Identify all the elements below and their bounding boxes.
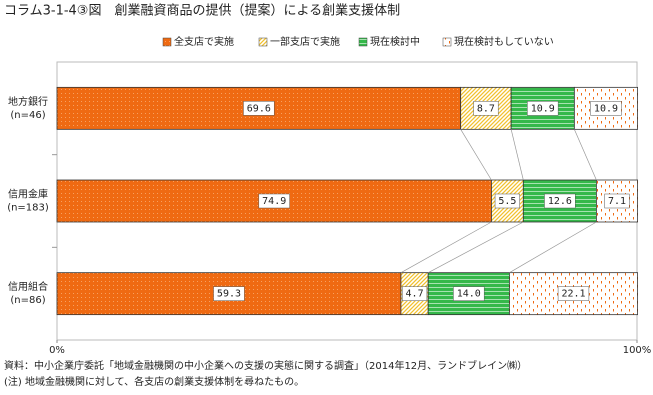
data-label: 7.1 — [608, 196, 626, 207]
data-label: 14.0 — [457, 289, 481, 300]
connector — [428, 221, 524, 273]
y-tick-label: 信用組合(n=86) — [8, 280, 48, 306]
label-box — [473, 101, 499, 116]
chart-title: コラム3-1-4③図 創業融資商品の提供（提案）による創業支援体制 — [4, 3, 400, 19]
y-tick-label: 信用金庫(n=183) — [7, 188, 49, 214]
data-label: 10.9 — [594, 103, 618, 114]
label-box — [402, 286, 428, 301]
legend-swatch — [358, 37, 368, 47]
connector — [510, 129, 524, 181]
label-box — [557, 286, 590, 301]
label-box — [494, 193, 520, 209]
label-box — [544, 193, 576, 209]
data-label: 69.6 — [247, 103, 271, 114]
data-label: 59.3 — [217, 289, 241, 300]
note: (注) 地域金融機関に対して、各支店の創業支援体制を尋ねたもの。 — [4, 375, 304, 388]
y-tick-label: 地方銀行(n=46) — [8, 95, 48, 121]
note: 資料：中小企業庁委託「地域金融機関の中小企業への支援の実態に関する調査」（201… — [4, 359, 527, 372]
data-label: 8.7 — [477, 103, 495, 114]
bar-segment — [460, 86, 512, 130]
label-box — [590, 101, 622, 116]
x-tick-label: 100% — [623, 345, 652, 356]
label-box — [258, 193, 290, 209]
legend-label: 全支店で実施 — [174, 35, 234, 48]
connector — [400, 221, 492, 273]
connector — [574, 129, 597, 181]
label-box — [243, 101, 275, 116]
label-box — [213, 286, 245, 301]
connector — [509, 221, 597, 273]
data-label: 4.7 — [406, 289, 424, 300]
data-label: 12.6 — [548, 196, 572, 207]
legend-label: 一部支店で実施 — [270, 35, 340, 48]
data-label: 22.1 — [561, 289, 585, 300]
legend-label: 現在検討もしていない — [454, 35, 554, 48]
legend-swatch — [442, 37, 452, 47]
data-label: 10.9 — [531, 103, 555, 114]
label-box — [527, 101, 559, 116]
legend-label: 現在検討中 — [370, 35, 420, 48]
legend-swatch — [258, 37, 268, 47]
x-tick-label: 0% — [49, 345, 65, 356]
data-label: 5.5 — [498, 196, 516, 207]
connector — [460, 129, 492, 181]
label-box — [453, 286, 485, 301]
label-box — [604, 193, 630, 209]
data-label: 74.9 — [262, 196, 286, 207]
legend-swatch — [162, 37, 172, 47]
